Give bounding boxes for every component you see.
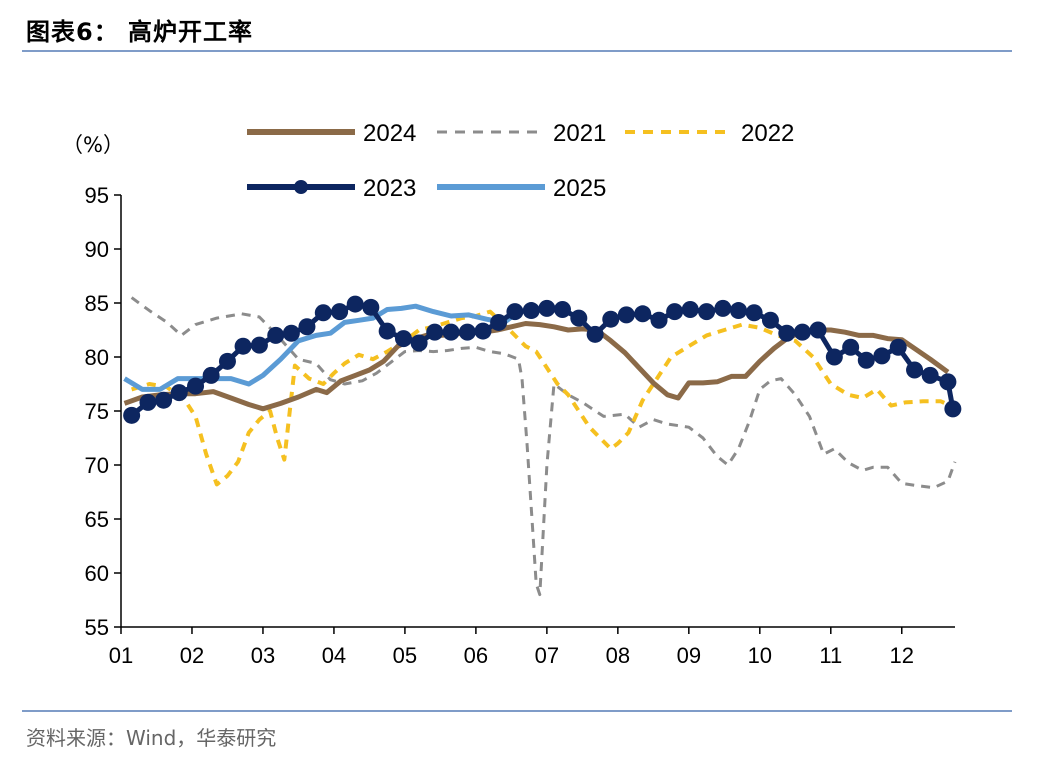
series-point-2023 (857, 351, 875, 369)
legend-marker-2023 (294, 180, 308, 194)
series-point-2023 (170, 384, 188, 402)
series-point-2023 (778, 324, 796, 342)
series-point-2023 (842, 338, 860, 356)
series-point-2023 (906, 361, 924, 379)
series-point-2023 (394, 330, 412, 348)
series-point-2023 (378, 322, 396, 340)
series-point-2023 (698, 303, 716, 321)
series-point-2023 (586, 325, 604, 343)
y-tick-label: 95 (85, 183, 109, 208)
series-point-2023 (681, 300, 699, 318)
series-point-2023 (506, 303, 524, 321)
x-tick-label: 04 (322, 643, 346, 668)
axes: 55 60 65 70 75 80 85 90 95 01 02 03 04 05 06 07 08 09 10 11… (85, 183, 955, 668)
y-tick-label: 75 (85, 399, 109, 424)
series-point-2023 (538, 299, 556, 317)
series-point-2023 (714, 299, 732, 317)
legend-label-2025: 2025 (553, 175, 606, 202)
series-point-2023 (458, 323, 476, 341)
y-tick-label: 90 (85, 237, 109, 262)
y-tick-label: 55 (85, 615, 109, 640)
x-tick-label: 01 (109, 643, 133, 668)
series-point-2023 (617, 306, 635, 324)
x-tick-label: 03 (251, 643, 275, 668)
x-tick-label: 08 (606, 643, 630, 668)
x-tick-label: 02 (180, 643, 204, 668)
series-point-2023 (346, 295, 364, 313)
source-note: 资料来源：Wind，华泰研究 (26, 726, 277, 750)
series-point-2023 (666, 303, 684, 321)
series-point-2023 (298, 318, 316, 336)
series-point-2023 (202, 366, 220, 384)
series-point-2023 (553, 300, 571, 318)
y-axis-unit-label: （%） (62, 133, 124, 157)
series-point-2023 (745, 304, 763, 322)
y-tick-label: 85 (85, 291, 109, 316)
series-point-2023 (730, 302, 748, 320)
x-tick-label: 05 (393, 643, 417, 668)
x-tick-label: 09 (677, 643, 701, 668)
series-point-2023 (123, 406, 141, 424)
series-point-2023 (362, 298, 380, 316)
legend-label-2023: 2023 (363, 175, 416, 202)
series-point-2023 (889, 338, 907, 356)
y-tick-label: 65 (85, 507, 109, 532)
x-tick-label: 06 (464, 643, 488, 668)
line-chart: （%） 55 60 65 70 75 80 85 90 95 01 02 03 04 05 06 07 08 09… (62, 120, 962, 668)
series-point-2023 (426, 323, 444, 341)
series-point-2023 (944, 400, 962, 418)
series-point-2023 (234, 337, 252, 355)
series-point-2023 (267, 326, 285, 344)
series-line-2022 (131, 309, 949, 487)
series-point-2023 (825, 348, 843, 366)
top-divider (22, 50, 1012, 52)
series-point-2023 (634, 305, 652, 323)
series-point-2023 (939, 373, 957, 391)
series-point-2023 (602, 310, 620, 328)
x-tick-label: 12 (890, 643, 914, 668)
series-point-2023 (873, 347, 891, 365)
series-point-2023 (650, 311, 668, 329)
series-point-2023 (282, 324, 300, 342)
series-point-2023 (331, 303, 349, 321)
series-point-2023 (410, 334, 428, 352)
series-point-2023 (250, 336, 268, 354)
x-tick-label: 10 (748, 643, 772, 668)
figure-title: 图表6： 高炉开工率 (26, 18, 254, 46)
x-tick-label: 07 (535, 643, 559, 668)
series-point-2023 (793, 323, 811, 341)
legend-label-2022: 2022 (741, 120, 794, 147)
y-tick-label: 70 (85, 453, 109, 478)
series-layer (123, 295, 962, 597)
legend-label-2021: 2021 (553, 120, 606, 147)
series-point-2023 (218, 352, 236, 370)
series-point-2023 (139, 393, 157, 411)
series-point-2023 (522, 302, 540, 320)
series-point-2023 (314, 304, 332, 322)
legend: 2024 2021 2022 2023 2025 (247, 120, 794, 202)
series-point-2023 (809, 321, 827, 339)
y-tick-label: 60 (85, 561, 109, 586)
series-point-2023 (570, 309, 588, 327)
series-point-2023 (155, 391, 173, 409)
y-tick-label: 80 (85, 345, 109, 370)
series-point-2023 (921, 366, 939, 384)
legend-label-2024: 2024 (363, 120, 416, 147)
series-point-2023 (490, 313, 508, 331)
series-point-2023 (442, 323, 460, 341)
series-point-2023 (761, 311, 779, 329)
series-point-2023 (187, 377, 205, 395)
x-tick-label: 11 (819, 643, 842, 668)
bottom-divider (22, 710, 1012, 712)
series-point-2023 (474, 322, 492, 340)
